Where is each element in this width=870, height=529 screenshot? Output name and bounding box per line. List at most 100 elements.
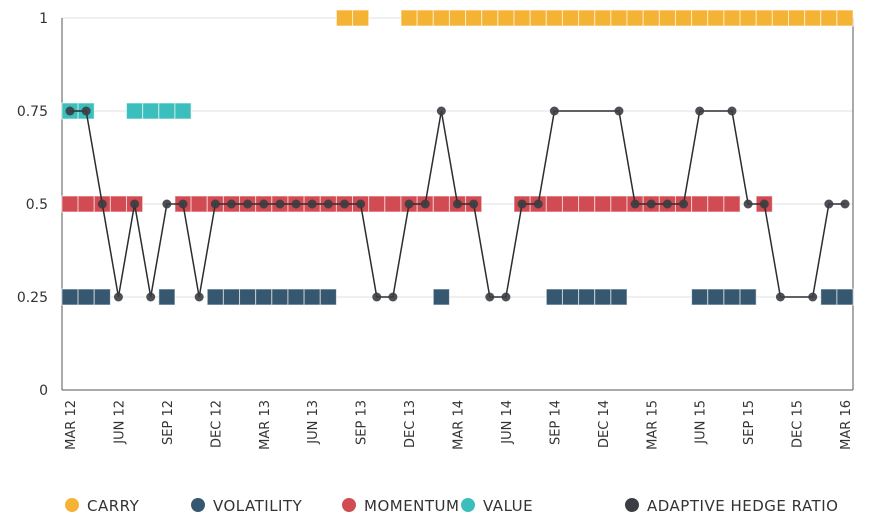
legend-label-momentum: MOMENTUM	[364, 497, 459, 515]
hedge-ratio-point	[162, 199, 172, 209]
x-tick-label: SEP 12	[161, 400, 176, 445]
factor-block-carry	[416, 9, 434, 27]
hedge-ratio-point	[291, 199, 301, 209]
hedge-ratio-point	[727, 106, 737, 116]
factor-block-volatility	[836, 288, 854, 306]
factor-block-volatility	[610, 288, 628, 306]
factor-block-carry	[610, 9, 628, 27]
factor-series-carry	[335, 9, 854, 27]
x-tick-label: SEP 13	[355, 400, 370, 445]
hedge-ratio-point	[130, 199, 140, 209]
x-tick-label: MAR 12	[64, 400, 79, 450]
legend-marker-momentum	[342, 498, 356, 512]
hedge-ratio-point	[323, 199, 333, 209]
factor-block-volatility	[287, 288, 305, 306]
factor-block-carry	[691, 9, 709, 27]
factor-block-volatility	[723, 288, 741, 306]
factor-block-value	[126, 102, 144, 120]
hedge-ratio-point	[178, 199, 188, 209]
legend-label-value: VALUE	[483, 497, 533, 515]
x-tick-label: MAR 16	[839, 400, 854, 450]
hedge-ratio-point	[808, 292, 818, 302]
hedge-ratio-point	[259, 199, 269, 209]
factor-block-carry	[674, 9, 693, 27]
factor-block-volatility	[820, 288, 838, 306]
hedge-ratio-point	[275, 199, 285, 209]
factor-block-carry	[513, 9, 531, 27]
factor-block-momentum	[561, 195, 580, 213]
hedge-ratio-point	[81, 106, 91, 116]
factor-block-momentum	[61, 195, 79, 213]
factor-block-momentum	[545, 195, 563, 213]
hedge-ratio-point	[210, 199, 220, 209]
x-tick-label: JUN 14	[500, 400, 515, 445]
legend-label-volatility: VOLATILITY	[213, 497, 303, 515]
y-tick-label: 1	[39, 11, 48, 27]
factor-block-carry	[335, 9, 354, 27]
factor-block-carry	[481, 9, 499, 27]
factor-block-momentum	[109, 195, 128, 213]
hedge-ratio-point	[630, 199, 640, 209]
factor-block-carry	[626, 9, 644, 27]
x-tick-label: JUN 12	[112, 400, 127, 445]
hedge-ratio-point	[194, 292, 204, 302]
factor-block-momentum	[368, 195, 386, 213]
factor-block-volatility	[61, 288, 79, 306]
hedge-ratio-point	[646, 199, 656, 209]
hedge-ratio-line	[70, 110, 845, 298]
hedge-ratio-point	[824, 199, 834, 209]
factor-block-carry	[578, 9, 596, 27]
hedge-ratio-point	[65, 106, 75, 116]
factor-block-value	[174, 102, 192, 120]
legend-label-carry: CARRY	[87, 497, 140, 515]
factor-block-carry	[658, 9, 676, 27]
x-tick-label: DEC 13	[403, 400, 418, 448]
factor-block-volatility	[271, 288, 289, 306]
factor-block-volatility	[545, 288, 563, 306]
factor-block-momentum	[190, 195, 208, 213]
factor-block-carry	[771, 9, 789, 27]
factor-block-volatility	[594, 288, 612, 306]
hedge-ratio-point	[307, 199, 317, 209]
hedge-ratio-point	[420, 199, 430, 209]
legend-marker-hedge	[625, 498, 639, 512]
factor-block-volatility	[319, 288, 337, 306]
factor-block-volatility	[93, 288, 111, 306]
factor-block-carry	[352, 9, 370, 27]
factor-block-momentum	[578, 195, 596, 213]
hedge-ratio-point	[840, 199, 850, 209]
hedge-ratio-point	[614, 106, 624, 116]
hedge-ratio-point	[436, 106, 446, 116]
factor-block-carry	[723, 9, 741, 27]
factor-block-carry	[820, 9, 838, 27]
factor-block-volatility	[739, 288, 757, 306]
hedge-ratio-point	[404, 199, 414, 209]
x-tick-label: DEC 15	[791, 400, 806, 448]
factor-block-volatility	[432, 288, 450, 306]
hedge-ratio-point	[226, 199, 236, 209]
hedge-ratio-point	[533, 199, 543, 209]
factor-block-carry	[529, 9, 547, 27]
factor-block-carry	[594, 9, 612, 27]
x-tick-label: SEP 14	[548, 400, 563, 445]
factor-block-volatility	[206, 288, 224, 306]
x-tick-label: MAR 13	[258, 400, 273, 450]
hedge-ratio-point	[469, 199, 479, 209]
factor-block-volatility	[561, 288, 580, 306]
factor-block-carry	[561, 9, 580, 27]
hedge-ratio-point	[759, 199, 769, 209]
hedge-ratio-point	[453, 199, 462, 209]
factor-block-momentum	[707, 195, 725, 213]
x-tick-label: DEC 14	[597, 400, 612, 448]
hedge-ratio-point	[356, 199, 366, 209]
legend-marker-volatility	[191, 498, 205, 512]
hedge-ratio-point	[695, 106, 705, 116]
x-tick-label: MAR 14	[452, 400, 467, 450]
factor-block-carry	[497, 9, 515, 27]
factor-block-carry	[400, 9, 418, 27]
hedge-ratio-point	[243, 199, 253, 209]
hedge-ratio-point	[146, 292, 156, 302]
x-tick-label: JUN 13	[306, 400, 321, 445]
